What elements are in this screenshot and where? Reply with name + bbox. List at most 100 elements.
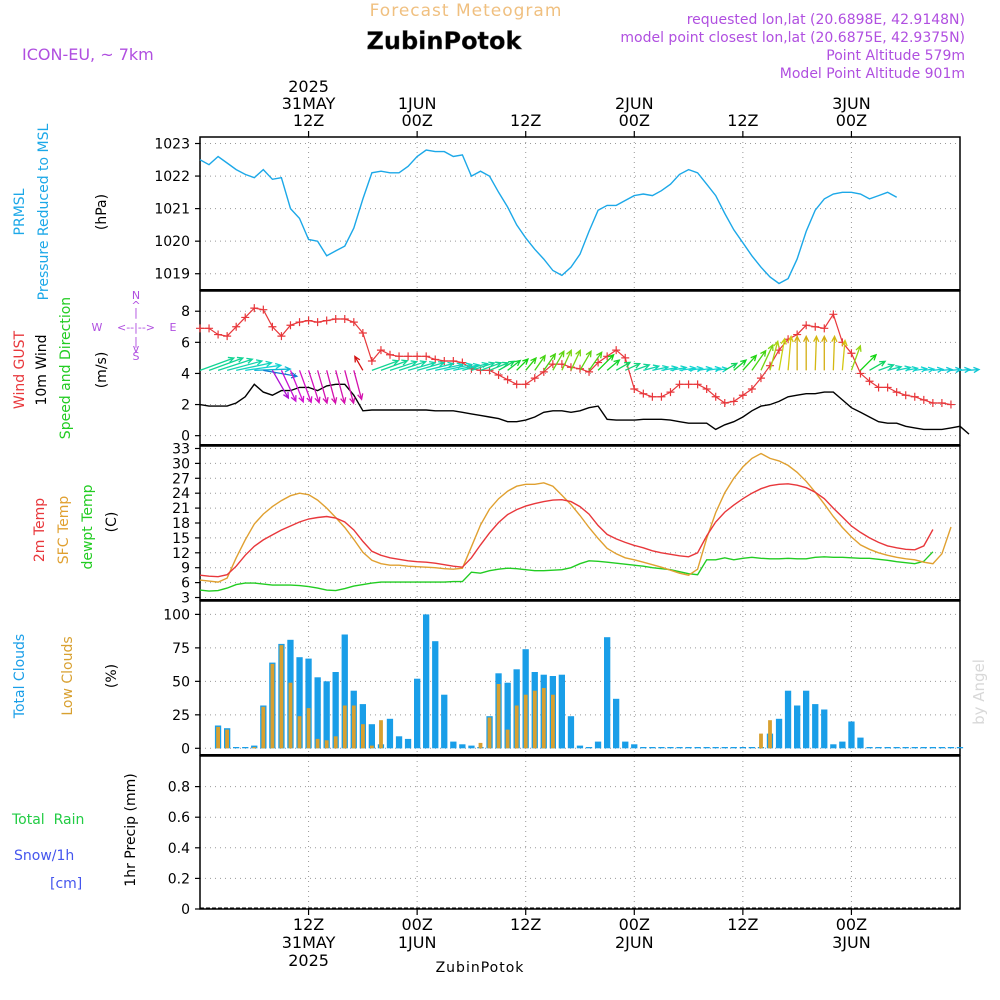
wind-arrow [516,357,530,371]
low-cloud-bar [551,694,555,749]
compass-s: S [133,350,140,363]
pressure-side-label: PRMSL Pressure Reduced to MSL (hPa) [12,123,110,300]
total-cloud-bar [622,741,629,749]
top-time-label: 00Z [836,111,867,130]
temperature-ytick-label: 24 [172,486,190,502]
total-cloud-bar [947,747,955,749]
pressure-label-1: PRMSL [12,188,28,235]
gust-marker [530,374,539,383]
total-cloud-bar [830,744,837,749]
temperature-ytick-label: 21 [172,501,190,517]
low-cloud-bar [505,729,510,749]
total-cloud-bar [567,716,575,749]
wind-arrow [561,349,572,371]
clouds-panel: 0 25 50 75 100 [163,600,964,757]
wind-arrow [959,366,972,374]
gust-marker [304,316,313,325]
total-rain-label: Total Rain [11,812,84,828]
total-cloud-bar [395,736,403,749]
total-cloud-bar [748,747,755,749]
gust-marker [820,324,829,333]
pressure-ytick-label: 1023 [154,137,190,153]
wind-arrow [813,334,820,371]
wind-arrow [507,359,522,371]
clouds-frame [199,600,961,756]
gust-marker [657,392,666,401]
compass-rose: N ^ | W <--|--> E | v S [92,289,177,363]
wind-speed-line [199,383,970,435]
gust-marker [440,357,449,365]
gust-marker [512,380,521,389]
total-cloud-bar [685,747,692,749]
low-cloud-bar [768,720,772,749]
total-cloud-bar [775,718,783,749]
total-cloud-bar [631,744,638,749]
total-cloud-bar [332,672,339,749]
temp-label-2: SFC Temp [56,496,72,565]
precip-ytick-label: 0 [181,902,190,918]
gust-marker [675,380,684,389]
gust-marker [684,380,693,389]
gust-marker [223,332,232,341]
wind-arrow [398,360,428,371]
gust-marker [214,330,223,339]
wind-arrow [588,351,603,371]
clouds-ytick-label: 50 [172,674,190,690]
wind-label-2: 10m Wind [34,334,50,405]
top-time-label: 00Z [401,111,432,130]
temperature-ytick-label: 6 [181,576,190,592]
gust-marker [404,352,413,361]
svg-text:|: | [134,306,138,319]
total-cloud-bar [658,747,665,749]
gust-marker [946,400,955,409]
wind-arrow [841,338,848,371]
wind-unit: (m/s) [94,352,110,389]
wind-arrow [831,334,838,371]
wind-arrow [751,349,767,371]
total-cloud-bar [558,674,565,749]
wind-arrow [624,362,642,371]
low-cloud-bar [279,645,284,749]
gust-marker [386,350,394,359]
wind-arrow [615,361,632,371]
wind-arrow [793,334,801,371]
total-cloud-bar [468,745,475,749]
wind-arrow [905,365,920,373]
closest-point: model point closest lon,lat (20.6875E, 4… [620,30,965,46]
wind-arrow [236,360,273,371]
point-altitude: Point Altitude 579m [826,48,965,64]
gust-marker [241,313,250,322]
low-cloud-bar [351,705,356,749]
wind-arrow [821,334,828,371]
temperature-ytick-label: 27 [172,471,190,487]
gust-marker [331,315,340,323]
total-cloud-bar [613,698,620,749]
low-cloud-bar [342,705,347,749]
gust-marker [865,377,874,386]
precip-frame [199,755,961,910]
total-cloud-bar [929,747,936,749]
temperature-ytick-label: 18 [172,516,190,532]
wind-arrow [778,337,787,371]
gust-marker [802,321,811,330]
clouds-ytick-label: 0 [181,741,190,757]
low-cloud-bar [333,736,338,749]
gust-marker [811,322,820,331]
wind-arrow [634,363,651,371]
pressure-line [199,149,898,285]
wind-arrow [316,370,329,405]
wind-arrow [923,366,936,373]
gust-marker [775,346,784,355]
clouds-ytick-label: 75 [172,641,190,657]
model-altitude: Model Point Altitude 901m [780,66,965,82]
wind-arrow [769,339,780,371]
wind-arrow [860,353,878,371]
gust-marker [259,305,268,314]
bottom-time-label: 1JUN [398,933,437,952]
low-cloud-bar [523,694,528,749]
total-cloud-bar [504,682,511,749]
gust-marker [829,310,838,319]
low-cloud-bar [270,663,275,749]
wind-arrow [597,353,615,371]
